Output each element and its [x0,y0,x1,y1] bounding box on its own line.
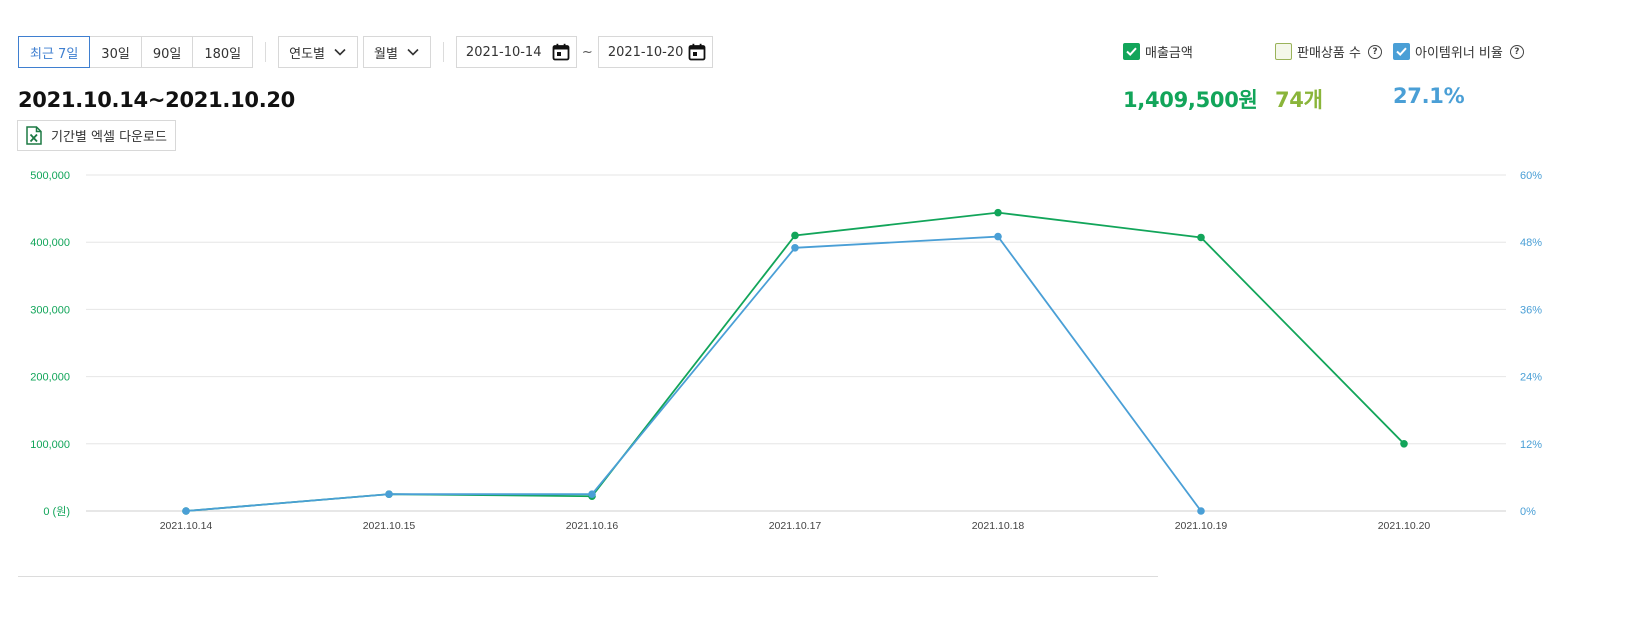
excel-download-button[interactable]: 기간별 엑셀 다운로드 [17,120,176,151]
y-right-tick-label: 0% [1520,506,1536,518]
monthly-dropdown-label: 월별 [374,46,398,62]
data-point [1197,233,1205,242]
chevron-down-icon [407,48,419,56]
x-tick-label: 2021.10.17 [769,520,822,532]
checkmark-icon [1396,47,1407,57]
y-left-tick-label: 300,000 [30,304,70,316]
x-tick-label: 2021.10.20 [1378,520,1431,532]
winner-metric-label: 아이템위너 비율 [1415,46,1503,61]
series-line [185,235,1202,512]
y-right-tick-label: 24% [1520,372,1542,384]
bottom-divider [18,576,1158,577]
calendar-icon[interactable] [688,43,706,61]
data-point [994,232,1002,241]
x-tick-label: 2021.10.16 [566,520,619,532]
x-tick-label: 2021.10.14 [160,520,213,532]
toolbar-divider [265,42,267,62]
winner-metric-toggle[interactable]: 아이템위너 비율 ? [1393,42,1524,61]
y-left-tick-label: 200,000 [30,372,70,384]
y-right-tick-label: 48% [1520,237,1542,249]
checkmark-icon [1126,47,1137,57]
data-point [1400,440,1408,448]
yearly-dropdown[interactable]: 연도별 [278,36,358,68]
y-right-tick-label: 60% [1520,170,1542,182]
period-selector: 최근 7일 30일 90일 180일 [18,36,254,68]
y-left-tick-label: 400,000 [30,237,70,249]
end-date-value: 2021-10-20 [607,44,684,60]
x-tick-label: 2021.10.18 [972,520,1025,532]
yearly-dropdown-label: 연도별 [289,46,325,62]
start-date-value: 2021-10-14 [465,44,542,60]
data-point [182,507,190,515]
toolbar-divider [442,42,444,62]
y-left-tick-label: 500,000 [30,170,70,182]
data-point [791,231,799,240]
data-point [385,490,393,499]
items-checkbox[interactable] [1275,43,1292,60]
calendar-icon[interactable] [552,43,570,61]
end-date-input[interactable]: 2021-10-20 [597,36,713,68]
winner-checkbox[interactable] [1393,43,1410,60]
items-metric-toggle[interactable]: 판매상품 수 ? [1275,42,1382,61]
sales-total-value: 1,409,500원 [1123,88,1258,112]
x-tick-label: 2021.10.19 [1175,520,1228,532]
y-left-tick-label: 100,000 [30,439,70,451]
items-total-value: 74개 [1275,88,1323,112]
excel-download-label: 기간별 엑셀 다운로드 [51,130,167,145]
series-line [185,211,1405,512]
filter-toolbar: 최근 7일 30일 90일 180일 연도별 월별 2021-10-14 ~ 2… [18,36,713,68]
winner-ratio-value: 27.1% [1393,84,1465,108]
y-left-tick-label: 0 (원) [43,505,70,518]
date-range-title: 2021.10.14~2021.10.20 [18,88,295,112]
start-date-input[interactable]: 2021-10-14 [455,36,577,68]
date-range-separator: ~ [581,44,593,60]
period-90days-button[interactable]: 90일 [140,36,194,68]
help-icon[interactable]: ? [1509,44,1524,59]
y-right-tick-label: 12% [1520,439,1542,451]
data-point [1197,507,1205,515]
y-right-tick-label: 36% [1520,304,1542,316]
chevron-down-icon [334,48,346,56]
sales-metric-label: 매출금액 [1145,46,1193,61]
items-metric-label: 판매상품 수 [1297,46,1361,61]
help-icon[interactable]: ? [1367,44,1382,59]
data-point [588,490,596,499]
excel-file-icon [26,126,42,145]
sales-checkbox[interactable] [1123,43,1140,60]
data-point [994,208,1002,217]
monthly-dropdown[interactable]: 월별 [363,36,431,68]
sales-metric-toggle[interactable]: 매출금액 [1123,42,1193,61]
period-7days-button[interactable]: 최근 7일 [18,36,91,68]
x-tick-label: 2021.10.15 [363,520,416,532]
data-point [791,244,799,252]
period-180days-button[interactable]: 180일 [192,36,254,68]
